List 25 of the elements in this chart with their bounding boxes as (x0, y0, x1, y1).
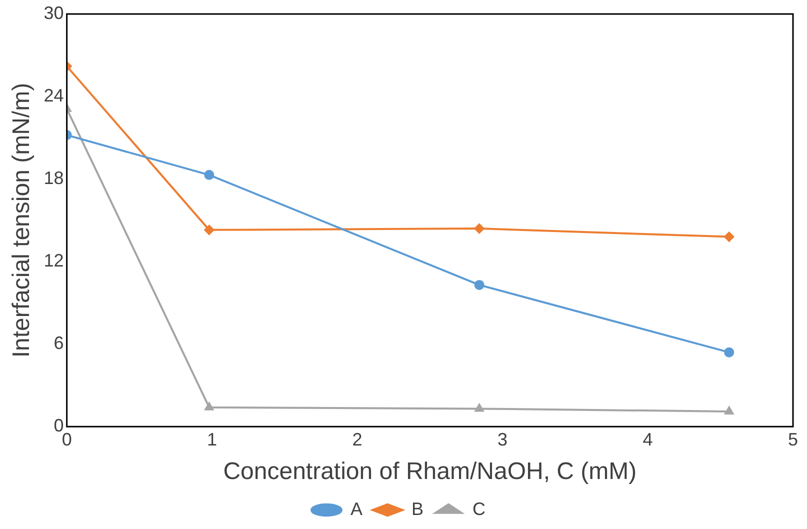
point (474, 224, 484, 234)
x-tick-label: 3 (498, 429, 508, 450)
point (724, 347, 734, 358)
point (204, 170, 214, 180)
x-axis-title: Concentration of Rham/NaOH, C (mM) (223, 458, 637, 486)
y-tick-label: 6 (54, 333, 64, 354)
y-tick-label: 18 (44, 168, 64, 188)
point (474, 404, 484, 412)
point (204, 224, 214, 235)
y-tick-label: 24 (44, 85, 64, 106)
point (724, 406, 734, 414)
legend-label: C (472, 498, 486, 519)
legend-label: B (412, 498, 424, 519)
legend-label: A (350, 498, 363, 519)
y-axis-title: Interfacial tension (mN/m) (8, 82, 36, 358)
point (724, 232, 734, 242)
x-tick-label: 2 (352, 429, 362, 450)
y-tick-label: 12 (44, 250, 64, 271)
x-tick-label: 5 (788, 429, 798, 450)
y-tick-label: 0 (54, 416, 64, 436)
y-tick-label: 30 (44, 2, 64, 23)
x-tick-label: 4 (642, 429, 653, 450)
point (204, 402, 214, 410)
x-tick-label: 1 (207, 429, 218, 450)
point (474, 280, 484, 290)
